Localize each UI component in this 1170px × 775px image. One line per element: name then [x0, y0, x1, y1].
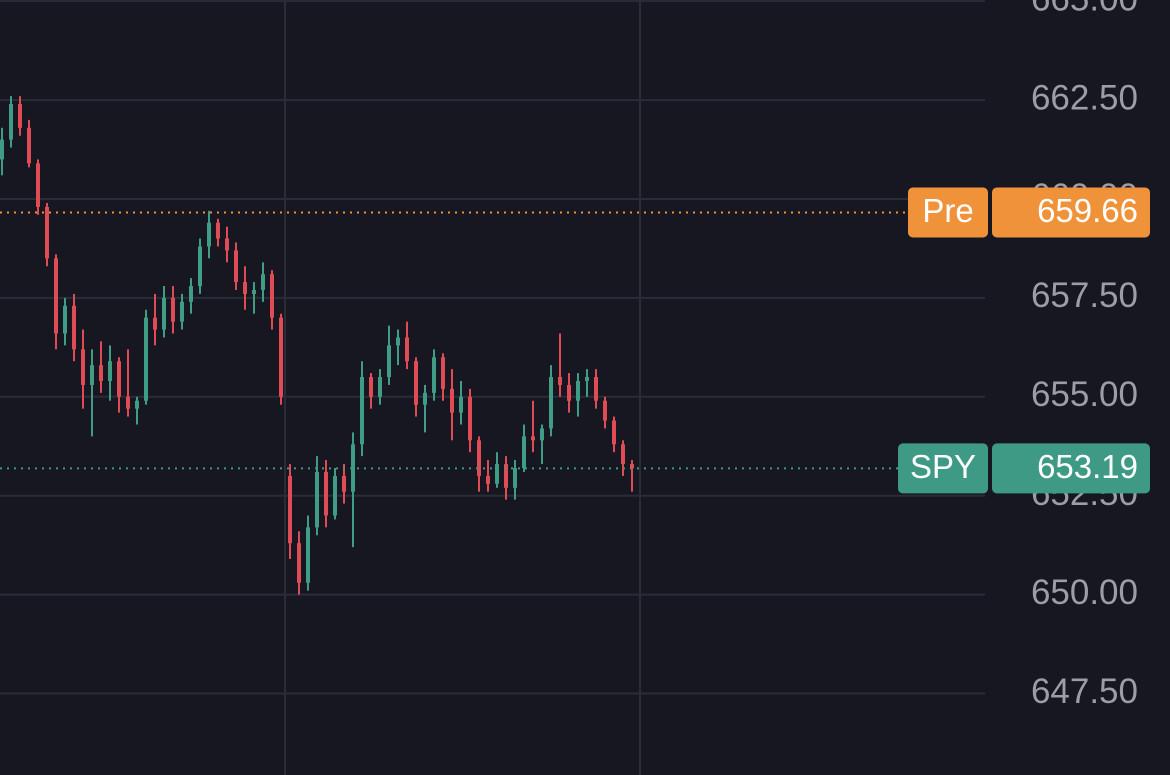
candle-body — [450, 388, 454, 413]
candle-body — [117, 361, 121, 397]
candle-body — [72, 305, 76, 350]
candle-body — [207, 222, 211, 247]
candle-body — [288, 475, 292, 544]
price-tag-value: 653.19 — [1037, 448, 1138, 485]
price-tag-name: Pre — [922, 192, 973, 229]
candle-body — [513, 468, 517, 488]
candle-body — [342, 475, 346, 492]
candle-body — [189, 286, 193, 302]
candle-body — [459, 396, 463, 413]
price-tag-value: 659.66 — [1037, 192, 1138, 229]
price-tag-value-box — [992, 187, 1150, 238]
candle-body — [234, 250, 238, 283]
candle-body — [396, 337, 400, 346]
y-tick-label: 655.00 — [1031, 375, 1138, 414]
candle-body — [63, 305, 67, 334]
candle-body — [252, 289, 256, 294]
candle-body — [558, 377, 562, 385]
candle-body — [369, 377, 373, 397]
candle-body — [0, 139, 4, 160]
candle-body — [351, 444, 355, 492]
candle-body — [522, 436, 526, 469]
price-tag-name-box — [898, 443, 988, 494]
candle-body — [315, 471, 319, 528]
candle-body — [216, 222, 220, 239]
candle-body — [630, 464, 634, 469]
price-tag-value-box — [992, 443, 1150, 494]
candle-body — [486, 475, 490, 484]
candle-body — [405, 337, 409, 362]
candle-body — [441, 357, 445, 389]
candle-body — [387, 345, 391, 378]
candle-body — [567, 384, 571, 401]
candle-body — [432, 357, 436, 393]
candle-body — [162, 297, 166, 330]
candle-body — [99, 365, 103, 381]
candle-body — [279, 317, 283, 397]
candle-body — [576, 380, 580, 401]
candle-body — [594, 377, 598, 401]
candle-body — [297, 543, 301, 583]
candle-body — [540, 428, 544, 441]
candle-body — [504, 464, 508, 488]
candle-body — [414, 361, 418, 405]
candle-body — [171, 297, 175, 322]
candle-body — [225, 238, 229, 251]
candle-body — [423, 392, 427, 405]
candle-body — [27, 127, 31, 164]
candle-body — [477, 440, 481, 476]
y-tick-label: 647.50 — [1031, 672, 1138, 711]
candle-body — [333, 475, 337, 516]
candle-body — [621, 444, 625, 465]
candle-body — [36, 163, 40, 207]
candle-body — [108, 361, 112, 381]
candle-body — [135, 400, 139, 409]
price-tag-name-box — [908, 187, 988, 238]
y-tick-label: 650.00 — [1031, 573, 1138, 612]
candle-body — [90, 365, 94, 385]
candle-body — [126, 396, 130, 409]
y-tick-label: 657.50 — [1031, 276, 1138, 315]
candle-body — [9, 104, 13, 140]
candle-body — [603, 400, 607, 421]
candle-body — [585, 377, 589, 381]
candle-body — [468, 396, 472, 441]
candle-body — [324, 471, 328, 516]
candle-body — [306, 527, 310, 583]
candle-body — [612, 420, 616, 445]
candle-body — [54, 258, 58, 334]
candle-body — [198, 246, 202, 287]
candle-body — [243, 282, 247, 294]
candle-body — [549, 377, 553, 429]
y-tick-label: 662.50 — [1031, 78, 1138, 117]
candle-body — [360, 377, 364, 445]
candle-body — [45, 206, 49, 259]
candle-body — [261, 274, 265, 290]
candle-body — [18, 104, 22, 128]
candle-body — [531, 436, 535, 441]
candle-body — [81, 349, 85, 385]
candle-body — [180, 301, 184, 322]
candle-body — [378, 377, 382, 397]
candle-body — [495, 464, 499, 484]
candle-body — [144, 317, 148, 401]
candle-body — [153, 317, 157, 330]
price-tag-name: SPY — [910, 448, 976, 485]
y-tick-label: 665.00 — [1031, 0, 1138, 18]
candle-body — [270, 274, 274, 318]
